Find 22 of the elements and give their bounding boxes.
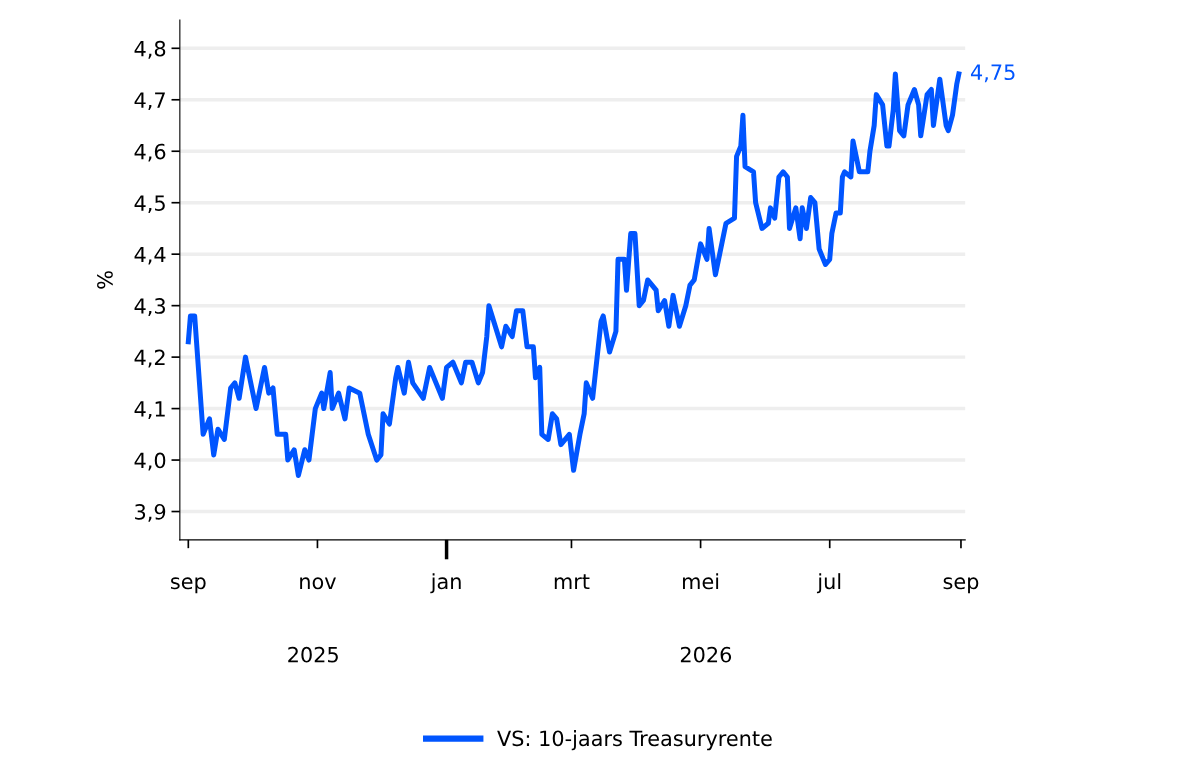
y-tick-label: 4,6	[134, 143, 166, 162]
y-tick-label: 4,5	[134, 195, 165, 214]
x-tick-label: jul	[816, 573, 841, 594]
legend-label: VS: 10-jaars Treasuryrente	[497, 730, 772, 751]
y-tick-label: 4,0	[134, 452, 166, 471]
x-tick-label: nov	[300, 577, 336, 590]
text: 2026	[680, 646, 732, 663]
text: 2025	[288, 646, 338, 663]
y-tick-label: 4,8	[134, 40, 166, 59]
x-tick-label: sep	[943, 577, 979, 594]
data-label: 4,75	[970, 64, 1015, 83]
y-tick-label: 4,2	[134, 349, 165, 368]
x-tick-label: mrt	[554, 574, 590, 589]
y-tick-label: 4,1	[134, 401, 165, 419]
x-tick-label: sep	[171, 577, 206, 594]
y-tick-label: 4,4	[134, 246, 166, 265]
x-tick-label: mei	[683, 573, 719, 590]
y-tick-label: 4,3	[134, 298, 165, 316]
y-tick-label: 3,9	[135, 503, 166, 522]
y-tick-label: 4,7	[134, 92, 165, 111]
y-axis-title: %	[97, 271, 113, 289]
x-tick-label: jan	[430, 573, 461, 594]
